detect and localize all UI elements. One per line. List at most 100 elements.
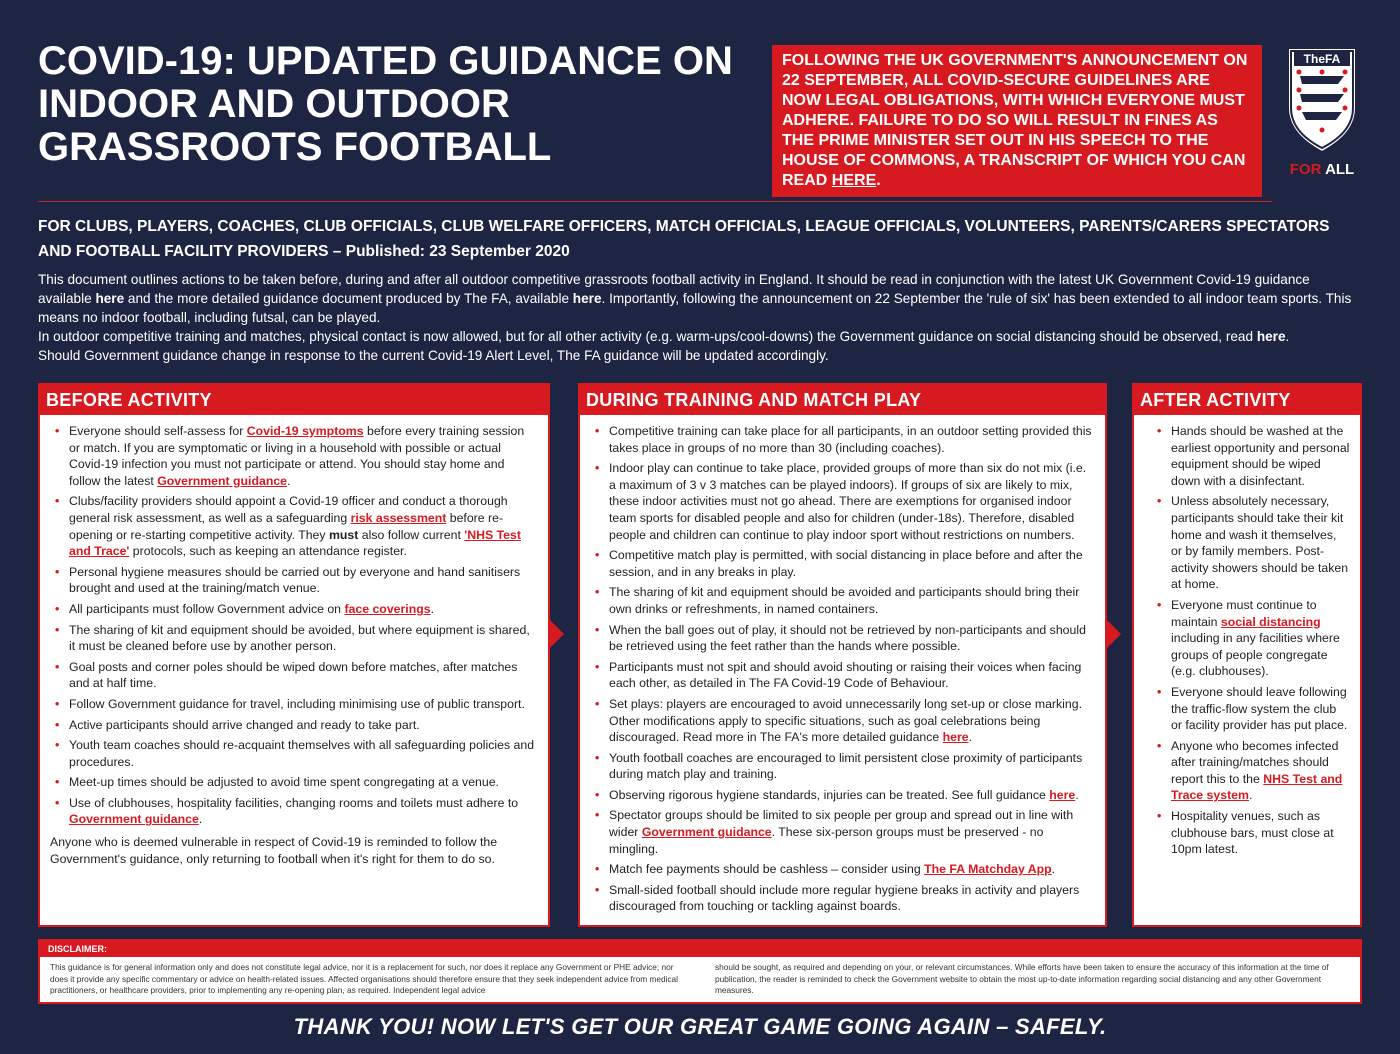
text: Goal posts and corner poles should be wi…: [69, 659, 518, 691]
panel-heading: BEFORE ACTIVITY: [40, 385, 548, 415]
list-item: Competitive match play is permitted, wit…: [592, 547, 1095, 580]
text: Youth football coaches are encouraged to…: [609, 750, 1083, 782]
panel-heading: AFTER ACTIVITY: [1134, 385, 1360, 415]
notice-text: FOLLOWING THE UK GOVERNMENT'S ANNOUNCEME…: [782, 52, 1248, 189]
list-item: Use of clubhouses, hospitality facilitie…: [52, 795, 538, 828]
text: Small-sided football should include more…: [609, 882, 1080, 914]
text: Unless absolutely necessary, participant…: [1171, 494, 1349, 592]
text: In outdoor competitive training and matc…: [38, 329, 1257, 344]
during-play-panel: DURING TRAINING AND MATCH PLAY Competitiv…: [578, 383, 1107, 928]
svg-text:TheFA: TheFA: [1304, 52, 1341, 66]
text: Participants must not spit and should av…: [609, 659, 1082, 691]
list-item: Indoor play can continue to take place, …: [592, 460, 1095, 543]
text: . These six-person groups must be preser…: [609, 825, 1044, 856]
audience-line: FOR CLUBS, PLAYERS, COACHES, CLUB OFFICI…: [38, 218, 1330, 260]
text: including in any facilities where groups…: [1171, 631, 1340, 679]
text: Everyone should self-assess for: [69, 424, 247, 438]
link[interactable]: risk assessment: [350, 510, 447, 525]
text: Everyone must continue to maintain: [1171, 597, 1317, 629]
text: This document outlines actions to be tak…: [38, 272, 1310, 306]
link[interactable]: here: [95, 291, 125, 306]
text: All participants must follow Government …: [69, 601, 345, 616]
bullet-list: Hands should be washed at the earliest o…: [1134, 415, 1360, 868]
logo-for: FOR: [1289, 161, 1322, 178]
text: Hands should be washed at the earliest o…: [1171, 424, 1350, 488]
text: before re-opening or re-starting competi…: [69, 510, 504, 542]
list-item: Follow Government guidance for travel, i…: [52, 696, 538, 713]
link[interactable]: Covid-19 symptoms: [246, 424, 364, 438]
link[interactable]: social distancing: [1220, 614, 1321, 629]
list-item: Observing rigorous hygiene standards, in…: [592, 787, 1095, 804]
header: COVID-19: UPDATED GUIDANCE ON INDOOR AND…: [38, 39, 1357, 202]
disclaimer: DISCLAIMER: This guidance is for general …: [38, 939, 1362, 1004]
link[interactable]: Government guidance: [69, 812, 199, 827]
list-item: When the ball goes out of play, it shoul…: [592, 622, 1095, 655]
text: Anyone who becomes infected after traini…: [1171, 738, 1339, 786]
page-title: COVID-19: UPDATED GUIDANCE ON INDOOR AND…: [38, 39, 733, 169]
link[interactable]: here: [1256, 329, 1286, 344]
list-item: Youth football coaches are encouraged to…: [592, 750, 1095, 783]
text: .: [287, 473, 291, 488]
legal-notice-box: FOLLOWING THE UK GOVERNMENT'S ANNOUNCEME…: [772, 45, 1262, 197]
text: Spectator groups should be limited to si…: [609, 808, 1074, 840]
text: .: [1248, 788, 1253, 803]
before-activity-panel: BEFORE ACTIVITY Everyone should self-asse…: [38, 383, 550, 928]
arrow-icon: [1107, 620, 1121, 648]
list-item: Anyone who becomes infected after traini…: [1154, 738, 1350, 804]
text: .: [1075, 787, 1079, 802]
list-item: Everyone should self-assess for Covid-19…: [52, 423, 538, 489]
disclaimer-right: should be sought, as required and depend…: [715, 962, 1329, 996]
text: Observing rigorous hygiene standards, in…: [609, 787, 1050, 802]
intro-text: This document outlines actions to be tak…: [38, 270, 1362, 365]
text: Follow Government guidance for travel, i…: [69, 696, 525, 711]
text: Match fee payments should be cashless – …: [609, 862, 925, 877]
text: .: [1051, 862, 1056, 877]
list-item: Active participants should arrive change…: [52, 717, 538, 734]
link[interactable]: 'NHS Test and Trace': [69, 527, 521, 559]
after-activity-panel: AFTER ACTIVITY Hands should be washed at …: [1132, 383, 1362, 928]
list-item: The sharing of kit and equipment should …: [592, 584, 1095, 617]
list-item: Personal hygiene measures should be carr…: [52, 564, 538, 597]
link[interactable]: The FA Matchday App: [924, 862, 1052, 877]
text: Competitive training can take place for …: [609, 424, 1092, 455]
link[interactable]: Government guidance: [641, 825, 772, 840]
notice-here-link[interactable]: HERE: [831, 172, 877, 189]
intro-paragraph: In outdoor competitive training and matc…: [38, 327, 1362, 346]
link[interactable]: here: [1049, 787, 1076, 802]
vulnerable-note: Anyone who is deemed vulnerable in respe…: [50, 835, 498, 866]
list-item: Unless absolutely necessary, participant…: [1154, 493, 1350, 593]
link[interactable]: Government guidance: [157, 473, 288, 488]
link[interactable]: here: [942, 730, 969, 745]
bold-text: must: [328, 527, 359, 542]
footer-slogan: THANK YOU! NOW LET'S GET OUR GREAT GAME …: [293, 1013, 1107, 1039]
intro-paragraph: Should Government guidance change in res…: [38, 346, 1362, 365]
link[interactable]: here: [572, 291, 602, 306]
list-item: Spectator groups should be limited to si…: [592, 807, 1095, 857]
text: Personal hygiene measures should be carr…: [69, 564, 521, 596]
intro-paragraph: This document outlines actions to be tak…: [38, 270, 1362, 327]
text: Active participants should arrive change…: [69, 717, 420, 732]
text: .: [1285, 329, 1290, 344]
list-item: All participants must follow Government …: [52, 601, 538, 618]
list-item: Youth team coaches should re-acquaint th…: [52, 737, 538, 770]
list-item: Small-sided football should include more…: [592, 882, 1095, 915]
link[interactable]: NHS Test and Trace system: [1171, 771, 1343, 803]
list-item: Participants must not spit and should av…: [592, 659, 1095, 692]
text: before every training session or match. …: [69, 424, 525, 488]
text: Should Government guidance change in res…: [38, 348, 829, 363]
text: Competitive match play is permitted, wit…: [609, 548, 1083, 579]
panel-heading: DURING TRAINING AND MATCH PLAY: [580, 385, 1105, 415]
list-item: Competitive training can take place for …: [592, 423, 1095, 456]
link[interactable]: face coverings: [344, 601, 431, 616]
logo-all: ALL: [1325, 161, 1355, 178]
text: Meet-up times should be adjusted to avoi…: [69, 775, 499, 790]
disclaimer-left: This guidance is for general information…: [50, 962, 679, 996]
text: . Importantly, following the announcemen…: [38, 291, 1352, 325]
bullet-list: Everyone should self-assess for Covid-19…: [40, 415, 548, 828]
text: .: [968, 730, 973, 745]
text: The sharing of kit and equipment should …: [69, 622, 530, 654]
list-item: Goal posts and corner poles should be wi…: [52, 659, 538, 692]
list-item: Everyone should leave following the traf…: [1154, 684, 1350, 734]
list-item: Hospitality venues, such as clubhouse ba…: [1154, 808, 1350, 858]
text: The sharing of kit and equipment should …: [609, 585, 1080, 616]
